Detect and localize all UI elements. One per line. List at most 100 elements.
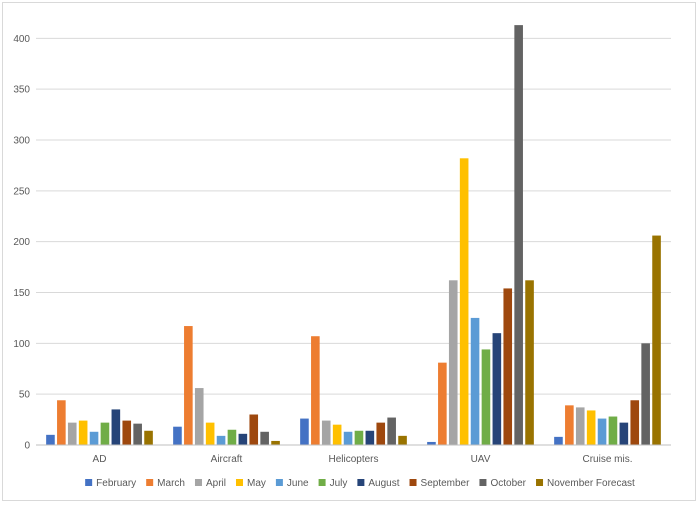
bar-february-helicopters (300, 418, 309, 445)
bar-june-helicopters (343, 431, 353, 445)
bar-june-uav (470, 317, 480, 445)
y-tick-label: 100 (13, 339, 30, 350)
bar-september-uav (503, 288, 513, 445)
bar-november-forecast-aircraft (271, 440, 280, 445)
bar-november-forecast-ad (144, 430, 153, 445)
bar-september-cruise-mis- (630, 400, 640, 445)
bar-november-forecast-cruise-mis- (652, 235, 661, 445)
bar-july-aircraft (227, 429, 237, 445)
y-tick-label: 150 (13, 288, 30, 299)
bar-october-cruise-mis- (641, 343, 650, 445)
bar-may-helicopters (332, 424, 342, 445)
category-label: AD (93, 454, 107, 465)
bar-february-cruise-mis- (554, 436, 563, 445)
legend-swatch (146, 479, 154, 486)
category-label: Aircraft (211, 454, 243, 465)
legend-swatch (536, 479, 544, 486)
bar-july-ad (100, 422, 110, 445)
bar-march-cruise-mis- (565, 405, 574, 445)
bar-august-uav (492, 333, 502, 445)
bar-april-helicopters (321, 420, 331, 445)
legend-item: September (409, 478, 471, 489)
bar-march-ad (57, 400, 66, 445)
category-label: Helicopters (328, 454, 378, 465)
bar-november-forecast-uav (525, 280, 534, 445)
legend-label: July (330, 478, 348, 489)
y-tick-label: 200 (13, 237, 30, 248)
bar-april-ad (67, 422, 77, 445)
legend-label: October (490, 478, 526, 489)
legend-label: February (96, 478, 136, 489)
bar-february-uav (427, 441, 436, 445)
bar-february-aircraft (173, 426, 182, 445)
category-label: Cruise mis. (582, 454, 632, 465)
y-tick-label: 300 (13, 136, 30, 147)
bar-may-ad (78, 420, 88, 445)
bar-november-forecast-helicopters (398, 435, 407, 445)
bar-march-aircraft (184, 326, 193, 445)
bar-september-helicopters (376, 422, 386, 445)
bar-june-aircraft (216, 435, 226, 445)
legend-swatch (85, 479, 93, 486)
bar-march-uav (438, 362, 447, 445)
legend-swatch (194, 479, 202, 486)
legend-label: August (368, 478, 399, 489)
y-tick-label: 0 (24, 441, 30, 452)
legend-item: April (194, 478, 226, 489)
bar-august-helicopters (365, 430, 375, 445)
y-tick-label: 350 (13, 85, 30, 96)
legend-swatch (479, 479, 487, 486)
bars (46, 25, 661, 446)
legend-item: August (357, 478, 400, 489)
legend-swatch (318, 479, 326, 486)
bar-october-aircraft (260, 431, 269, 445)
bar-september-ad (122, 420, 132, 445)
bar-march-helicopters (311, 336, 320, 445)
legend-label: March (157, 478, 185, 489)
legend-swatch (409, 479, 417, 486)
bar-june-cruise-mis- (597, 418, 607, 445)
y-axis-ticks: 0 50 100 150 200 250 300 350 400 (13, 34, 30, 452)
chart-frame: 0 50 100 150 200 250 300 350 400 AD Aircraft Helic… (2, 2, 696, 501)
legend-item: February (85, 478, 136, 489)
legend-item: May (235, 478, 266, 489)
category-labels: AD Aircraft Helicopters UAV Cruise mis. (93, 454, 633, 465)
bar-october-uav (514, 25, 523, 445)
bar-august-aircraft (238, 433, 248, 445)
legend-label: November Forecast (547, 478, 635, 489)
legend-swatch (275, 479, 283, 486)
legend-item: June (275, 478, 309, 489)
bar-april-cruise-mis- (575, 407, 585, 445)
bar-april-aircraft (194, 388, 204, 445)
bar-april-uav (448, 280, 458, 445)
gridlines (36, 37, 671, 395)
bar-july-cruise-mis- (608, 416, 618, 445)
bar-september-aircraft (249, 414, 259, 445)
bar-may-uav (459, 158, 469, 446)
legend-item: November Forecast (536, 478, 635, 489)
legend-label: September (421, 478, 471, 489)
bar-october-helicopters (387, 417, 396, 445)
legend-swatch (357, 479, 365, 486)
legend-label: April (206, 478, 226, 489)
bar-july-helicopters (354, 430, 364, 445)
y-tick-label: 400 (13, 34, 30, 45)
legend-item: July (318, 478, 348, 489)
bar-may-cruise-mis- (586, 410, 596, 445)
bar-may-aircraft (205, 422, 215, 445)
legend-label: June (287, 478, 309, 489)
y-tick-label: 250 (13, 186, 30, 197)
legend-item: March (146, 478, 185, 489)
y-tick-label: 50 (19, 390, 31, 401)
legend-label: May (247, 478, 266, 489)
legend-item: October (479, 478, 527, 489)
bar-june-ad (89, 431, 99, 445)
bar-february-ad (46, 434, 55, 445)
bar-chart: 0 50 100 150 200 250 300 350 400 AD Aircraft Helic… (13, 25, 671, 489)
legend-swatch (235, 479, 243, 486)
legend: February March April May June July August Septe… (85, 478, 635, 489)
bar-august-ad (111, 409, 121, 445)
bar-october-ad (133, 423, 142, 445)
bar-august-cruise-mis- (619, 422, 629, 445)
bar-july-uav (481, 349, 491, 445)
